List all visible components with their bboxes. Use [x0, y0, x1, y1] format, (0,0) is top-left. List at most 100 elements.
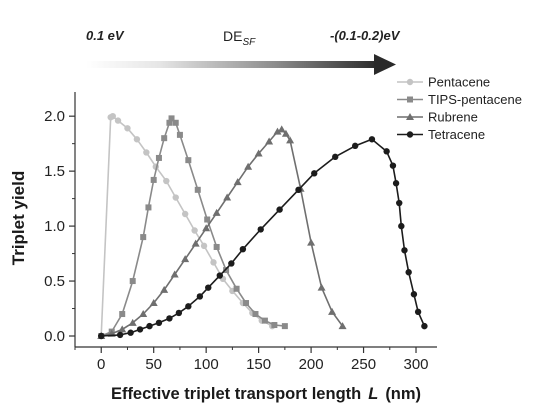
data-point-rubrene: [212, 208, 221, 216]
data-point-pentacene: [181, 210, 189, 218]
data-point-tetracene: [127, 329, 134, 336]
data-point-tips-pentacene: [281, 323, 288, 330]
data-point-tips-pentacene: [155, 154, 162, 161]
data-point-tetracene: [136, 326, 144, 333]
legend-label: TIPS-pentacene: [428, 92, 522, 107]
data-point-tips-pentacene: [252, 311, 259, 318]
data-point-tetracene: [311, 170, 318, 177]
data-point-rubrene: [223, 193, 232, 201]
data-point-tips-pentacene: [119, 311, 126, 318]
data-point-tetracene: [116, 331, 124, 339]
data-point-tips-pentacene: [150, 176, 157, 183]
legend-swatch-marker: [407, 96, 413, 103]
data-point-rubrene: [328, 307, 337, 315]
data-point-pentacene: [124, 125, 131, 132]
data-point-tips-pentacene: [166, 119, 173, 126]
data-point-pentacene: [109, 112, 116, 120]
x-tick-label: 50: [145, 356, 162, 373]
data-point-tetracene: [389, 162, 397, 169]
legend-swatch-marker: [406, 131, 414, 138]
data-point-rubrene: [338, 322, 347, 330]
data-point-rubrene: [118, 325, 127, 333]
data-point-tetracene: [332, 153, 339, 161]
data-point-rubrene: [244, 162, 253, 170]
data-point-rubrene: [149, 299, 158, 307]
data-point-tetracene: [398, 222, 405, 230]
data-point-tips-pentacene: [168, 115, 175, 122]
x-axis-title-main: Effective triplet transport length: [111, 385, 361, 403]
legend-swatch-marker: [406, 113, 414, 120]
data-point-tips-pentacene: [145, 204, 152, 211]
data-point-tetracene: [175, 309, 183, 317]
legend-label: Tetracene: [428, 127, 485, 142]
data-point-tetracene: [414, 308, 422, 316]
data-point-rubrene: [265, 137, 274, 145]
data-point-rubrene: [281, 129, 290, 137]
data-point-rubrene: [277, 125, 286, 133]
energy-arrow-head: [374, 54, 396, 75]
legend-swatch-marker: [406, 78, 414, 86]
right-energy-label: -(0.1-0.2)eV: [330, 28, 401, 43]
x-tick-label: 250: [351, 356, 376, 373]
data-point-pentacene: [133, 136, 141, 143]
x-tick-label: 100: [194, 356, 219, 373]
data-point-tips-pentacene: [140, 234, 147, 241]
data-point-tips-pentacene: [176, 131, 183, 138]
x-tick-label: 150: [246, 356, 271, 373]
y-tick-label: 0.0: [44, 328, 65, 345]
x-axis-title: Effective triplet transport length L (nm): [111, 385, 421, 403]
data-point-rubrene: [128, 318, 137, 326]
x-axis-title-unit: (nm): [385, 385, 421, 403]
data-point-tips-pentacene: [185, 157, 192, 164]
y-axis-title: Triplet yield: [9, 171, 28, 265]
data-point-tips-pentacene: [213, 243, 220, 250]
data-point-tetracene: [196, 293, 204, 300]
data-point-rubrene: [202, 224, 211, 232]
axes: 0.0 0.5 1.0 1.5 2.0 0 50 100 150 200 250 300: [44, 92, 437, 373]
data-point-pentacene: [210, 259, 217, 266]
data-point-tips-pentacene: [172, 119, 179, 126]
data-point-tetracene: [392, 180, 400, 187]
data-point-pentacene: [163, 177, 170, 185]
data-point-tetracene: [383, 148, 390, 155]
left-energy-label: 0.1 eV: [86, 28, 125, 43]
data-point-tetracene: [351, 142, 359, 150]
data-point-pentacene: [191, 227, 198, 234]
data-point-rubrene: [181, 255, 190, 263]
x-axis-title-variable: L: [368, 385, 378, 403]
x-tick-label: 200: [299, 356, 324, 373]
data-point-pentacene: [114, 117, 122, 124]
data-point-tetracene: [396, 199, 403, 207]
data-point-rubrene: [286, 136, 295, 144]
data-point-pentacene: [143, 149, 150, 156]
y-tick-label: 2.0: [44, 108, 65, 125]
data-point-rubrene: [273, 127, 282, 135]
legend-label: Rubrene: [428, 110, 478, 125]
x-ticks: 0 50 100 150 200 250 300: [74, 347, 429, 373]
series-tetracene: [98, 136, 428, 340]
legend-label: Pentacene: [428, 75, 490, 90]
energy-gradient-bar: [86, 61, 378, 68]
data-point-rubrene: [254, 149, 263, 157]
data-point-tips-pentacene: [233, 285, 240, 292]
data-point-tips-pentacene: [194, 186, 201, 193]
data-point-tetracene: [410, 291, 418, 298]
y-tick-label: 0.5: [44, 273, 65, 290]
y-tick-label: 1.5: [44, 163, 65, 180]
data-point-pentacene: [172, 194, 179, 201]
x-tick-label: 300: [403, 356, 428, 373]
data-point-tips-pentacene: [271, 322, 278, 329]
data-point-rubrene: [317, 283, 326, 291]
series-line-rubrene: [101, 128, 344, 337]
data-point-tetracene: [98, 332, 105, 340]
data-point-tips-pentacene: [161, 135, 168, 142]
legend-item-tips-pentacene: TIPS-pentacene: [397, 92, 522, 107]
data-point-tetracene: [146, 322, 153, 330]
data-point-tetracene: [216, 272, 223, 279]
data-point-rubrene: [191, 239, 200, 247]
data-point-rubrene: [139, 310, 148, 318]
legend: Pentacene TIPS-pentacene Rubrene Tetracene: [397, 75, 522, 142]
y-tick-label: 1.0: [44, 218, 65, 235]
series-pentacene: [98, 112, 276, 340]
plot-series: [97, 112, 428, 340]
